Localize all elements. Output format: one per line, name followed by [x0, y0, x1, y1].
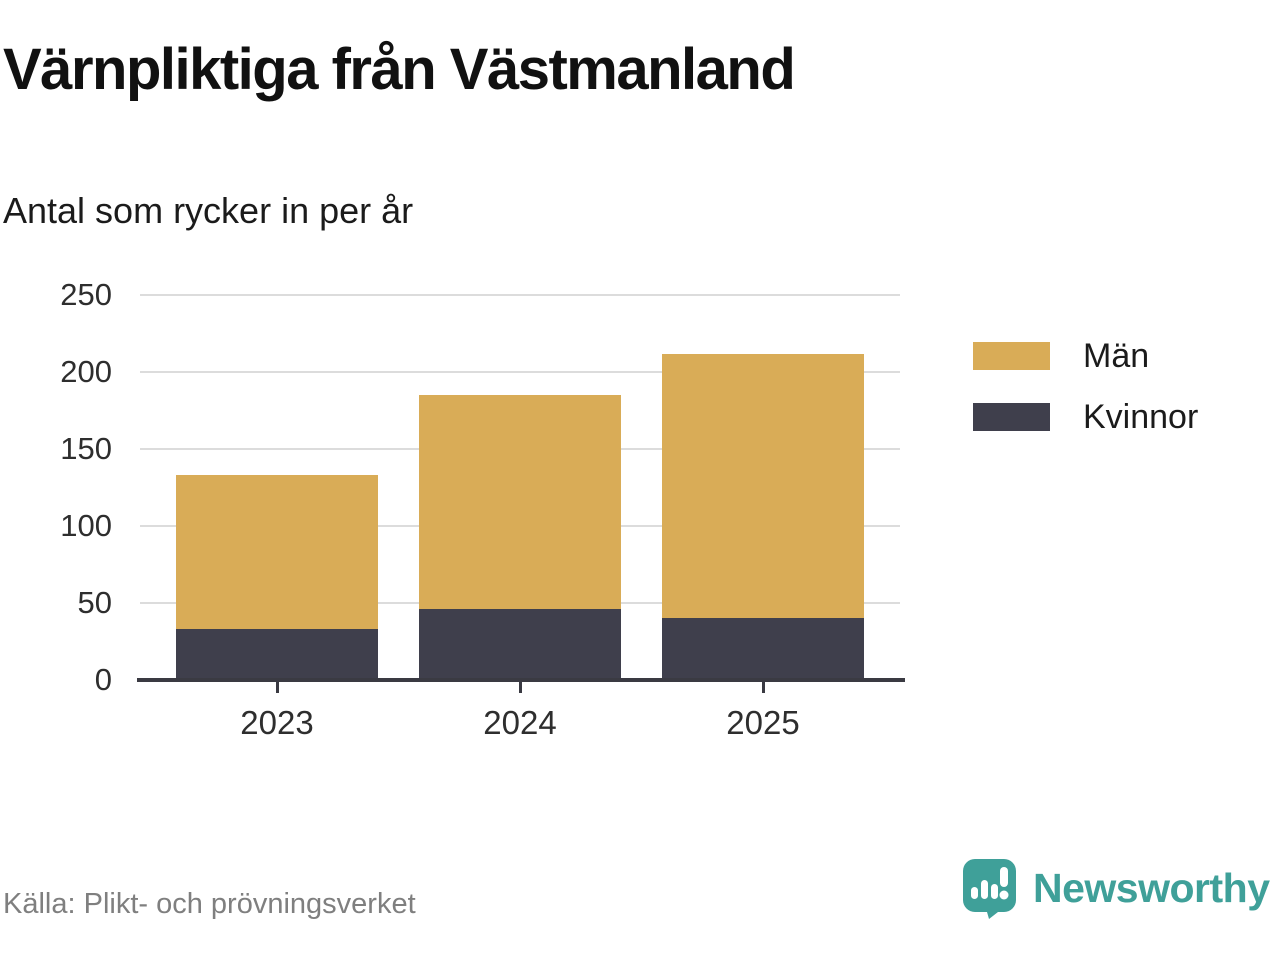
x-axis-label: 2025 [726, 704, 800, 741]
x-axis-tick [275, 682, 279, 693]
source-attribution: Källa: Plikt- och prövningsverket [3, 888, 416, 920]
legend-swatch-kvinnor-icon [973, 403, 1050, 431]
bar-segment-kvinnor-2023 [176, 629, 378, 680]
bar-segment-män-2025 [662, 353, 864, 619]
gridline [140, 371, 900, 373]
x-axis-label: 2023 [240, 704, 314, 741]
y-axis-label: 50 [77, 585, 112, 620]
y-axis-label: 200 [60, 354, 112, 389]
x-axis-tick [761, 682, 765, 693]
chart-subtitle: Antal som rycker in per år [3, 190, 414, 231]
chart-title: Värnpliktiga från Västmanland [3, 37, 796, 102]
y-axis-label: 100 [60, 508, 112, 543]
bar-chart-speech-bubble-icon [962, 858, 1017, 924]
y-axis-label: 250 [60, 277, 112, 312]
bar-segment-kvinnor-2025 [662, 618, 864, 680]
y-axis-label: 0 [94, 662, 112, 697]
legend-label-man: Män [1083, 337, 1150, 375]
newsworthy-wordmark: Newsworthy [1033, 865, 1270, 911]
legend-item-kvinnor: Kvinnor [973, 400, 1198, 434]
legend-label-kvinnor: Kvinnor [1083, 398, 1199, 436]
x-axis-tick [518, 682, 522, 693]
legend-item-man: Män [973, 339, 1198, 373]
bar-segment-män-2023 [176, 475, 378, 630]
y-axis-label: 150 [60, 431, 112, 466]
bar-segment-kvinnor-2024 [419, 609, 621, 680]
gridline [140, 294, 900, 296]
legend-swatch-man-icon [973, 342, 1050, 370]
x-axis-line [137, 678, 905, 682]
legend: Män Kvinnor [973, 339, 1198, 434]
x-axis-label: 2024 [483, 704, 557, 741]
newsworthy-logo: Newsworthy [962, 858, 1270, 924]
bar-segment-män-2024 [419, 395, 621, 610]
